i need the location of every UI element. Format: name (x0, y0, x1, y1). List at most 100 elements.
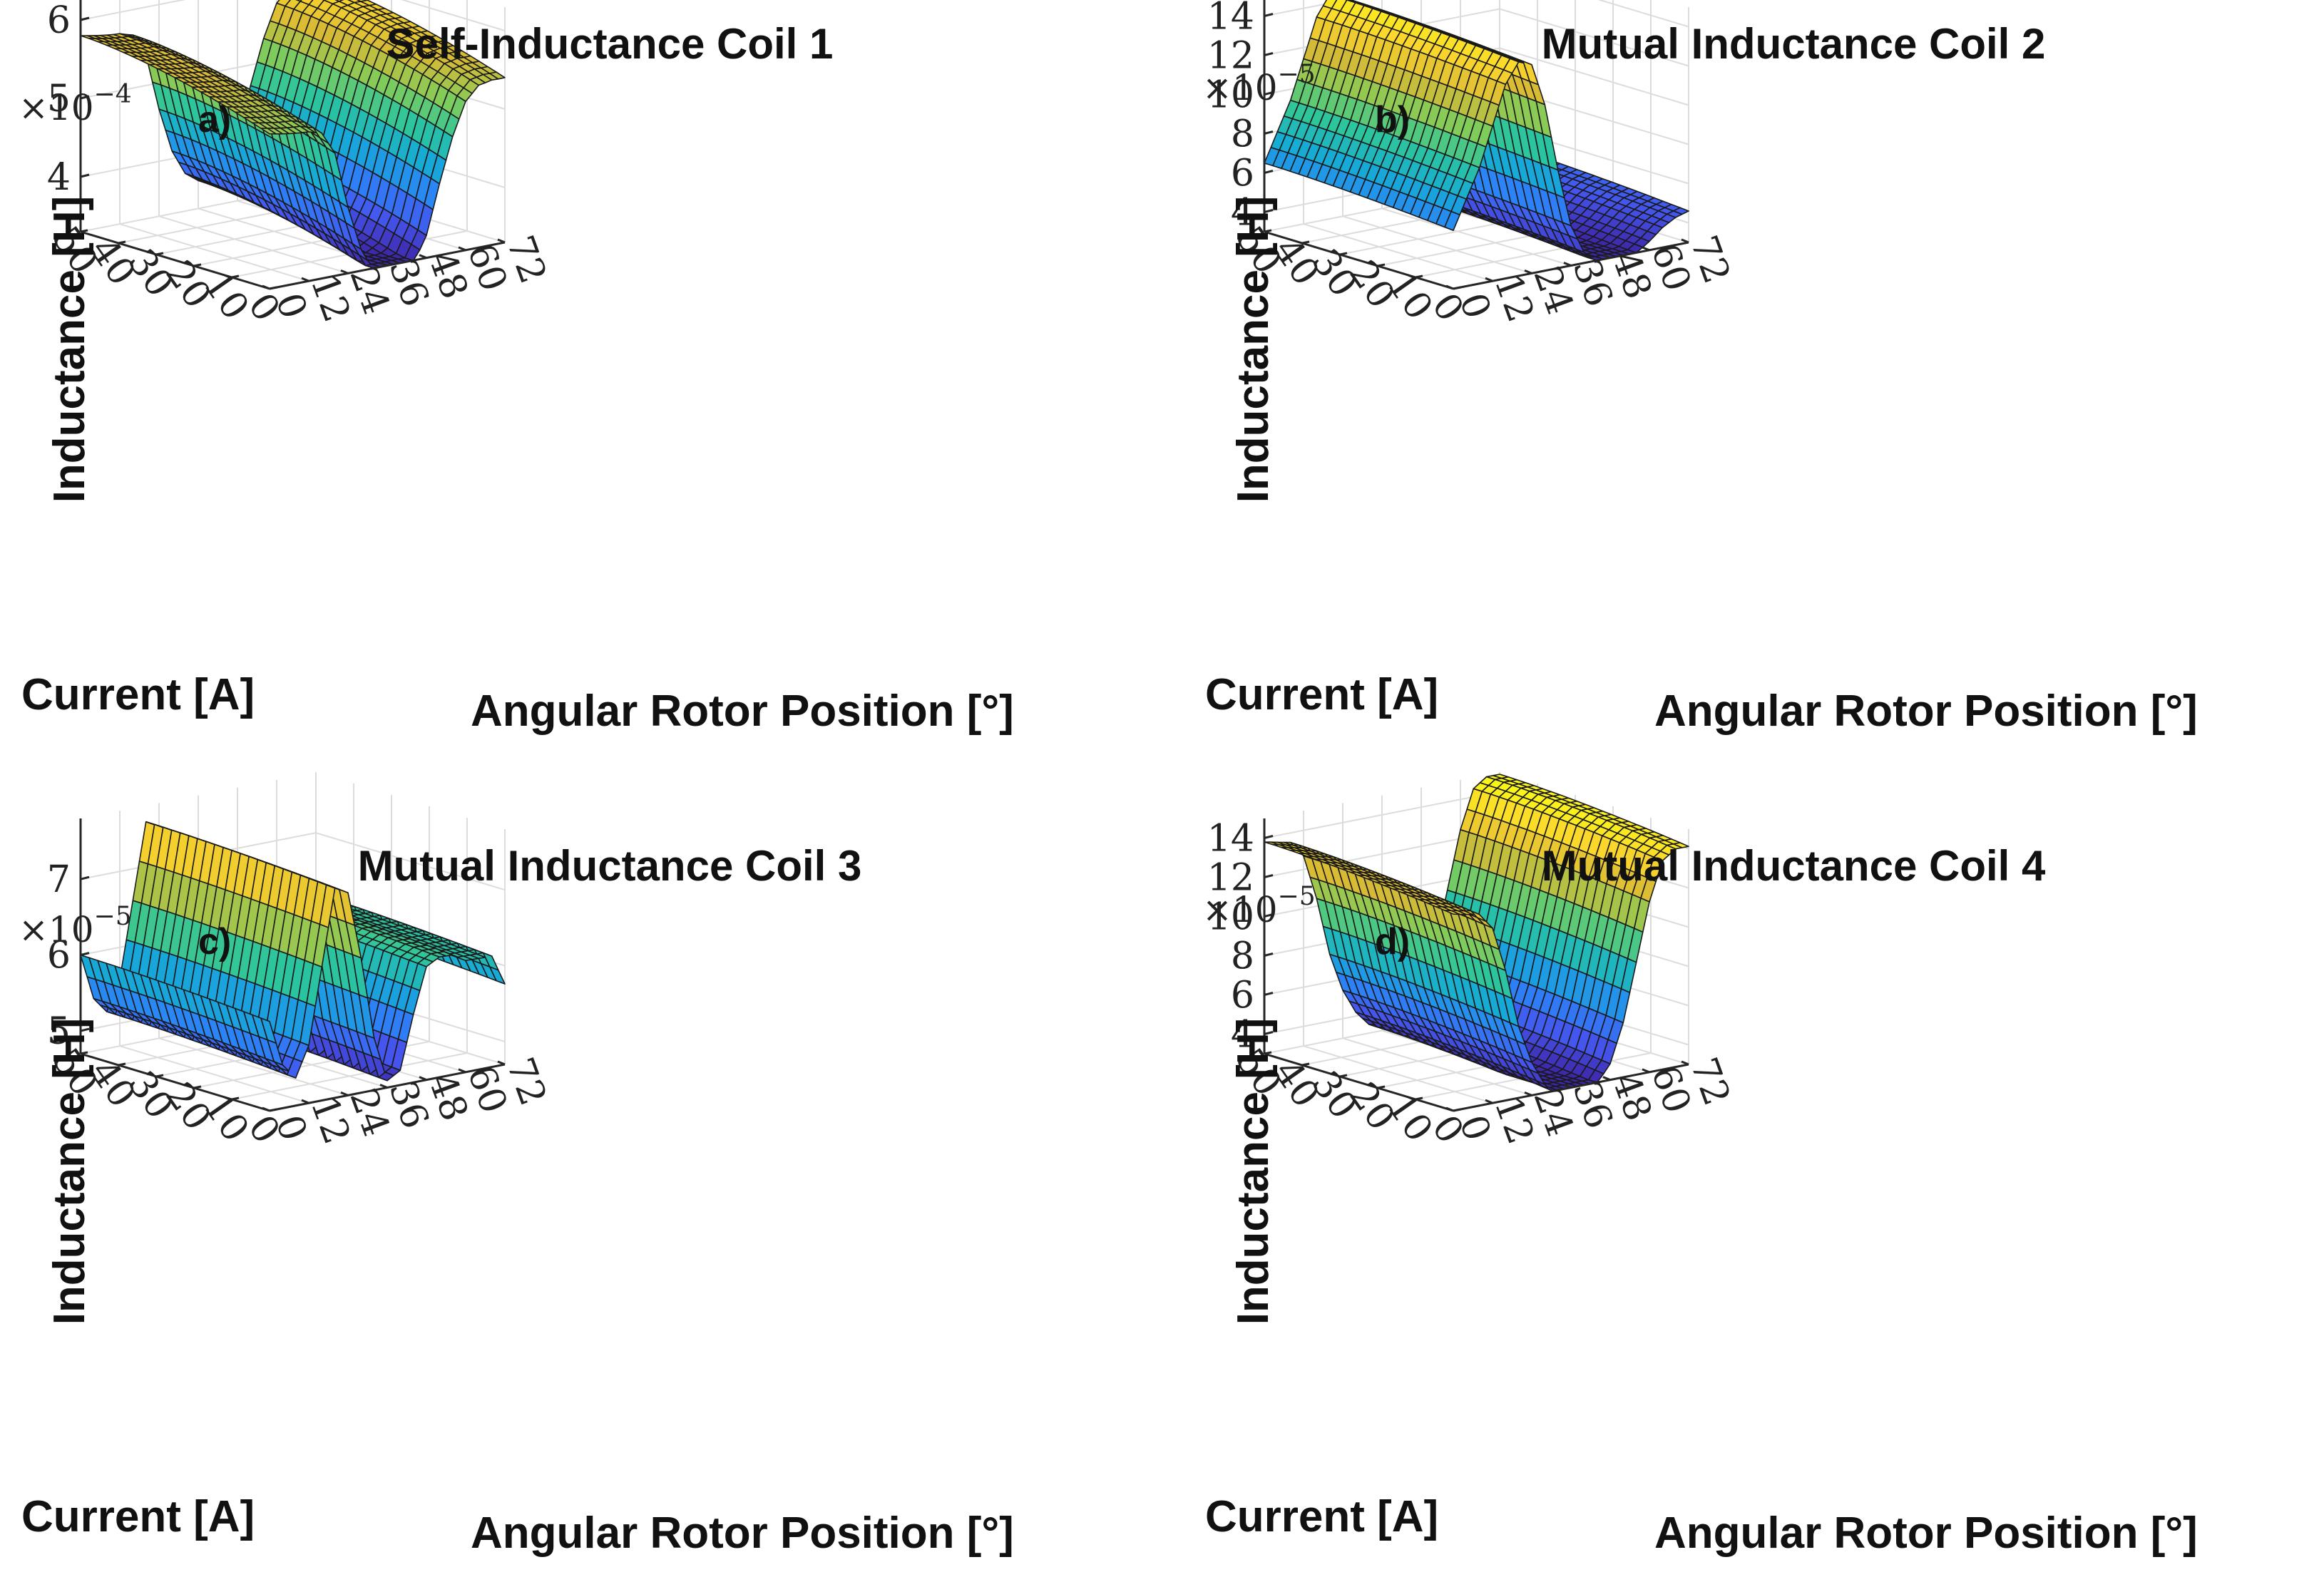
z-exponent-base: ×10 (1202, 67, 1278, 108)
z-exponent: ×10−4 (19, 80, 132, 128)
axis-lines (79, 818, 506, 1112)
back-wall-grid-z (1264, 0, 1350, 17)
z-tick-mark (1264, 13, 1274, 17)
x-tick-mark (458, 1068, 466, 1074)
y-tick-mark (1377, 1085, 1386, 1089)
z-tick-label: 6 (1231, 975, 1254, 1017)
axis-lines (1263, 818, 1689, 1112)
floor-grid-x (119, 1045, 309, 1104)
back-wall-grid-z (80, 0, 186, 21)
floor-grid-x (158, 215, 349, 274)
z-exponent-power: −5 (1278, 882, 1316, 911)
floor-grid-x (1342, 215, 1532, 274)
surface-cell (1672, 207, 1689, 215)
x-tick-mark (1563, 1084, 1572, 1089)
z-exponent-power: −5 (1278, 60, 1316, 89)
floor-grid-x (158, 1037, 349, 1096)
panel-label: c) (198, 921, 231, 962)
chart-title: Self-Inductance Coil 1 (387, 20, 834, 68)
x-tick-mark (1681, 238, 1689, 244)
z-tick-label: 14 (1207, 0, 1254, 38)
z-axis-label: Inductance [H] (1229, 196, 1278, 503)
y-axis-line (80, 230, 270, 290)
panel-label: d) (1375, 921, 1410, 962)
z-tick-mark (1264, 52, 1274, 56)
x-tick-mark (1445, 284, 1454, 290)
z-tick-mark (1264, 913, 1274, 918)
x-tick-mark (379, 262, 388, 267)
x-tick-mark (340, 1091, 349, 1096)
z-tick-mark (80, 95, 90, 100)
y-tick-mark (1264, 229, 1272, 233)
x-tick-mark (1563, 262, 1572, 267)
z-tick-mark (1264, 209, 1274, 213)
x-tick-mark (262, 1106, 270, 1112)
floor-grid-x (1381, 207, 1572, 267)
panel-label: a) (198, 99, 231, 140)
x-tick-mark (1524, 269, 1532, 274)
y-tick-mark (1264, 1051, 1272, 1055)
z-tick-mark (1264, 1031, 1274, 1035)
z-tick-mark (1264, 992, 1274, 996)
y-tick-mark (1301, 240, 1310, 245)
x-tick-mark (1642, 246, 1650, 252)
z-tick-label: 4 (47, 156, 71, 199)
z-exponent-power: −4 (94, 80, 132, 109)
floor-grid-x (119, 223, 309, 282)
y-tick-mark (1453, 286, 1461, 290)
x-tick-mark (419, 254, 427, 260)
floor-grid-y (231, 1052, 468, 1100)
side-wall-grid-z (1499, 47, 1689, 106)
x-axis-label: Angular Rotor Position [°] (471, 1509, 1014, 1558)
z-tick-mark (80, 1027, 90, 1032)
z-tick-label: 6 (1231, 153, 1254, 195)
surface-cell (1672, 842, 1689, 848)
z-tick-mark (1264, 952, 1274, 957)
x-tick-mark (458, 246, 466, 252)
x-tick-mark (1681, 1060, 1689, 1066)
surface-mesh (1264, 774, 1689, 1092)
z-tick-label: 8 (1231, 935, 1254, 978)
chart-title: Mutual Inductance Coil 4 (1542, 842, 2046, 890)
z-tick-label: 12 (1207, 857, 1254, 900)
x-tick-mark (1642, 1068, 1650, 1074)
z-tick-label: 4 (1231, 192, 1254, 235)
z-exponent-base: ×10 (19, 87, 94, 128)
x-tick-mark (1445, 1106, 1454, 1112)
x-tick-mark (497, 238, 506, 244)
y-axis-line (1264, 230, 1454, 290)
y-tick-mark (1339, 252, 1348, 256)
back-wall-grid-z (1264, 791, 1500, 839)
x-axis-label: Angular Rotor Position [°] (1654, 687, 2198, 736)
y-tick-mark (155, 252, 164, 256)
x-tick-mark (1485, 1099, 1493, 1104)
surface-cell (488, 966, 506, 985)
z-exponent-power: −5 (94, 902, 132, 931)
z-tick-label: 4 (1231, 1014, 1254, 1057)
z-exponent-base: ×10 (19, 909, 94, 950)
z-tick-mark (80, 952, 90, 957)
y-tick-mark (193, 263, 202, 267)
side-wall-grid-z (401, 0, 506, 31)
chart-title: Mutual Inductance Coil 3 (358, 842, 862, 890)
z-tick-label: 5 (47, 78, 71, 120)
z-tick-mark (80, 875, 90, 880)
surface-mesh (1264, 0, 1689, 262)
z-tick-label: 10 (1207, 74, 1254, 117)
z-tick-mark (80, 16, 90, 21)
z-tick-label: 14 (1207, 818, 1254, 861)
y-tick-mark (1453, 1108, 1461, 1112)
z-tick-label: 7 (47, 858, 71, 901)
z-tick-mark (1264, 835, 1274, 839)
x-tick-mark (301, 277, 309, 282)
y-axis-label: Current [A] (1205, 1492, 1438, 1541)
z-exponent-base: ×10 (1202, 889, 1278, 930)
y-tick-mark (231, 274, 240, 279)
x-tick-mark (497, 1060, 506, 1066)
x-tick-mark (340, 269, 349, 274)
z-tick-label: 8 (1231, 113, 1254, 156)
z-exponent: ×10−5 (1202, 60, 1316, 108)
